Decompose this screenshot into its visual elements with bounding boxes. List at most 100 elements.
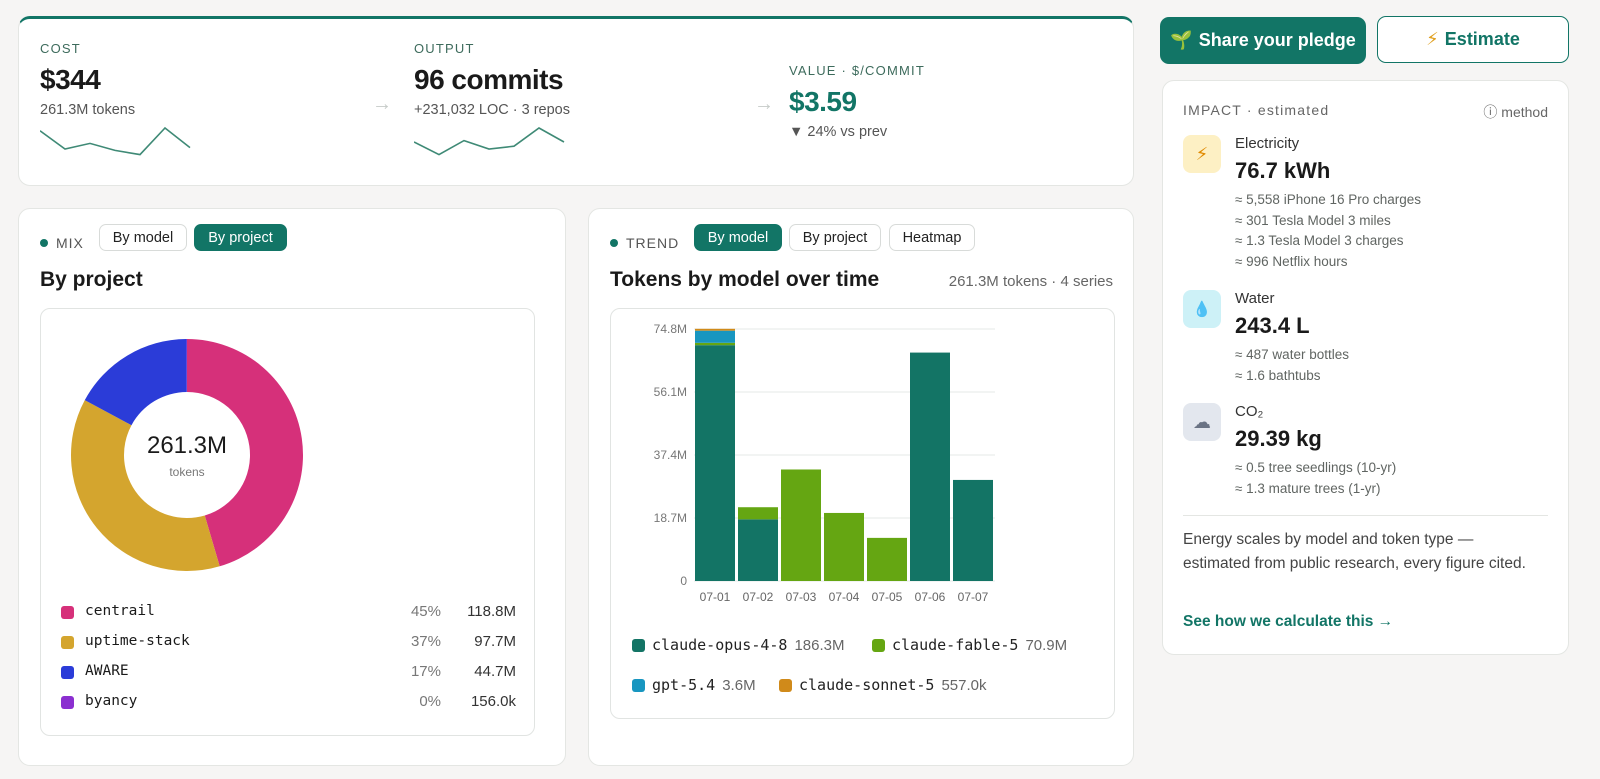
electricity-equiv: ≈ 996 Netflix hours (1235, 254, 1348, 270)
donut-total: 261.3M (146, 431, 228, 459)
legend-item-claude-fable-5[interactable]: claude-fable-5 70.9M (872, 636, 1067, 654)
co2-equiv: ≈ 1.3 mature trees (1-yr) (1235, 480, 1381, 496)
bar-claude-fable-5-07-01[interactable] (695, 342, 735, 346)
output-sparkline (414, 127, 565, 156)
legend-name: claude-opus-4-8 (652, 636, 788, 654)
legend-row-centrail[interactable]: centrail 45% 118.8M (61, 603, 516, 623)
bar-claude-fable-5-07-03[interactable] (781, 469, 821, 581)
share-pledge-label: Share your pledge (1198, 30, 1356, 50)
bar-claude-opus-4-8-07-01[interactable] (695, 345, 735, 581)
impact-header: IMPACT · estimated (1183, 102, 1330, 118)
estimate-button[interactable]: ⚡ Estimate (1377, 16, 1569, 63)
tab-by-project[interactable]: By project (789, 224, 881, 251)
legend-item-claude-sonnet-5[interactable]: claude-sonnet-5 557.0k (779, 676, 987, 694)
lightning-icon: ⚡ (1183, 135, 1221, 173)
legend-swatch (872, 638, 885, 652)
legend-value: 156.0k (470, 693, 516, 710)
mix-label: MIX (40, 235, 84, 251)
share-pledge-button[interactable]: 🌱 Share your pledge (1160, 17, 1366, 64)
calculation-link[interactable]: See how we calculate this → (1183, 613, 1394, 630)
x-tick-label: 07-05 (872, 590, 903, 604)
x-tick-label: 07-06 (915, 590, 946, 604)
water-equiv: ≈ 1.6 bathtubs (1235, 367, 1321, 383)
donut-center: 261.3M tokens (57, 325, 317, 585)
y-tick-label: 56.1M (654, 385, 687, 399)
legend-item-claude-opus-4-8[interactable]: claude-opus-4-8 186.3M (632, 636, 845, 654)
value-per-commit: $3.59 (789, 86, 857, 117)
donut-slice-uptime-stack[interactable] (70, 400, 220, 571)
cloud-icon: ☁ (1183, 403, 1221, 441)
output-metric: OUTPUT 96 commits +231,032 LOC · 3 repos (414, 41, 574, 162)
legend-name: centrail (85, 603, 155, 619)
status-dot (610, 239, 618, 247)
legend-row-uptime-stack[interactable]: uptime-stack 37% 97.7M (61, 633, 516, 653)
legend-value: 118.8M (467, 603, 516, 620)
legend-row-byancy[interactable]: byancy 0% 156.0k (61, 693, 516, 713)
cost-sparkline (40, 126, 191, 156)
output-value: 96 commits (414, 64, 564, 95)
donut-total-label: tokens (169, 464, 205, 479)
cost-metric: COST $344 261.3M tokens (40, 41, 200, 162)
status-dot (40, 239, 48, 247)
legend-value: 557.0k (941, 676, 987, 694)
bar-gpt-5.4-07-01[interactable] (695, 330, 735, 343)
bar-claude-fable-5-07-05[interactable] (867, 537, 907, 581)
bar-claude-fable-5-07-04[interactable] (824, 512, 864, 581)
legend-name: claude-fable-5 (892, 636, 1019, 654)
trend-panel: TREND By model By project Heatmap Tokens… (588, 208, 1134, 766)
value-metric: VALUE · $/COMMIT $3.59 ▼ 24% vs prev (789, 63, 925, 140)
mix-chart-box: 261.3M tokens centrail 45% 118.8M uptime… (40, 308, 535, 736)
bar-claude-fable-5-07-02[interactable] (738, 507, 778, 520)
legend-pct: 45% (410, 603, 441, 620)
tab-heatmap[interactable]: Heatmap (889, 224, 975, 251)
co2-equiv: ≈ 0.5 tree seedlings (10-yr) (1235, 460, 1397, 475)
cost-value: $344 (40, 64, 101, 95)
summary-card: COST $344 261.3M tokens → OUTPUT 96 comm… (18, 16, 1134, 186)
mix-panel: MIX By model By project By project 261.3… (18, 208, 566, 766)
x-tick-label: 07-03 (786, 590, 817, 604)
legend-swatch (61, 696, 74, 709)
trend-meta: 261.3M tokens · 4 series (948, 273, 1113, 290)
value-change: ▼ 24% vs prev (789, 124, 888, 140)
legend-value: 70.9M (1025, 636, 1068, 654)
method-link[interactable]: ⓘ method (1483, 104, 1548, 120)
tab-by-model[interactable]: By model (694, 224, 782, 251)
legend-swatch (61, 636, 74, 649)
water-value: 243.4 L (1235, 313, 1310, 338)
water-title: Water (1235, 290, 1275, 307)
co2-value: 29.39 kg (1235, 426, 1322, 451)
tab-by-project[interactable]: By project (194, 224, 287, 251)
legend-name: uptime-stack (85, 633, 190, 649)
sprout-icon: 🌱 (1170, 30, 1193, 50)
stacked-bar-chart: 0 18.7M 37.4M 56.1M 74.8M 07-01 07-02 07-03 07-0… (654, 322, 995, 604)
output-sub: +231,032 LOC · 3 repos (414, 102, 570, 118)
trend-chart-box: 0 18.7M 37.4M 56.1M 74.8M 07-01 07-02 07-03 07-0… (610, 308, 1115, 719)
bar-claude-opus-4-8-07-02[interactable] (738, 519, 778, 581)
electricity-title: Electricity (1235, 135, 1300, 152)
electricity-value: 76.7 kWh (1235, 158, 1331, 183)
output-label: OUTPUT (414, 41, 475, 56)
sparkline-path (414, 127, 565, 156)
legend-swatch (632, 678, 645, 692)
arrow-right-icon: → (372, 93, 392, 115)
electricity-equiv: ≈ 5,558 iPhone 16 Pro charges (1235, 192, 1422, 207)
donut-slice-centrail[interactable] (187, 339, 304, 567)
trend-title: Tokens by model over time (610, 268, 880, 291)
bar-claude-opus-4-8-07-07[interactable] (953, 479, 993, 581)
x-tick-label: 07-02 (743, 590, 774, 604)
legend-pct: 17% (410, 663, 441, 680)
trend-label: TREND (610, 235, 679, 251)
impact-card: IMPACT · estimated ⓘ method ⚡ Electricit… (1162, 80, 1569, 655)
legend-swatch (632, 638, 645, 652)
tab-by-model[interactable]: By model (99, 224, 187, 251)
legend-name: byancy (85, 693, 138, 709)
bar-claude-opus-4-8-07-06[interactable] (910, 352, 950, 581)
legend-item-gpt-5-4[interactable]: gpt-5.4 3.6M (632, 676, 756, 694)
donut-slice-aware[interactable] (84, 339, 187, 426)
bar-claude-sonnet-5-07-01[interactable] (695, 328, 735, 331)
water-equiv: ≈ 487 water bottles (1235, 347, 1349, 362)
legend-value: 97.7M (474, 633, 516, 650)
legend-row-aware[interactable]: AWARE 17% 44.7M (61, 663, 516, 683)
legend-swatch (779, 678, 792, 692)
method-note: Energy scales by model and token type — … (1183, 531, 1526, 572)
